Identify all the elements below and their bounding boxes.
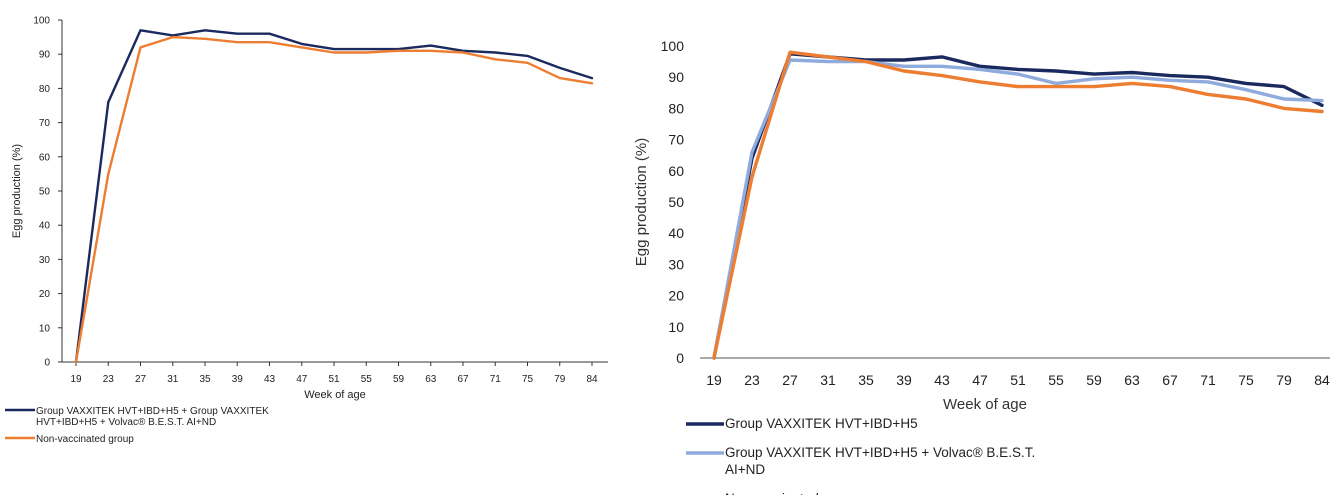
left-x-tick-label: 47	[296, 374, 308, 385]
left-x-tick-label: 55	[361, 374, 373, 385]
right-x-tick-label: 84	[1314, 372, 1330, 388]
right-x-tick-label: 35	[858, 372, 874, 388]
right-x-axis-title: Week of age	[943, 396, 1027, 413]
left-x-tick-label: 23	[103, 374, 115, 385]
right-x-tick-label: 19	[706, 372, 722, 388]
left-x-tick-label: 19	[70, 374, 82, 385]
left-x-tick-label: 79	[554, 374, 566, 385]
right-x-tick-label: 51	[1010, 372, 1026, 388]
left-y-tick-label: 20	[39, 289, 51, 300]
left-series-line-2	[74, 35, 594, 364]
right-legend-label-3: Non-vaccinated group	[725, 491, 857, 495]
left-y-tick-label: 50	[39, 187, 51, 198]
right-x-tick-label: 31	[820, 372, 836, 388]
right-y-tick-label: 100	[661, 38, 685, 54]
right-y-tick-label: 0	[676, 350, 684, 366]
left-x-tick-label: 75	[522, 374, 534, 385]
left-x-tick-label: 63	[425, 374, 437, 385]
right-x-tick-label: 67	[1162, 372, 1178, 388]
chart-right: 0 10 20 30 40 50 60 70 80 90 100 19 23 27 31 35 39 43 47 51…	[633, 38, 1330, 495]
left-x-tick-label: 51	[328, 374, 340, 385]
right-x-tick-label: 71	[1200, 372, 1216, 388]
left-x-tick-label: 71	[490, 374, 502, 385]
left-y-tick-label: 90	[39, 50, 51, 61]
left-y-tick-label: 60	[39, 152, 51, 163]
left-x-tick-label: 31	[167, 374, 179, 385]
left-y-tick-label: 10	[39, 323, 51, 334]
right-legend-label-1: Group VAXXITEK HVT+IBD+H5	[725, 416, 918, 431]
right-legend-label-2: AI+ND	[725, 462, 765, 477]
left-series-line-1	[74, 29, 594, 364]
left-y-tick-label: 30	[39, 255, 51, 266]
right-x-tick-label: 27	[782, 372, 798, 388]
left-x-tick-label: 39	[232, 374, 244, 385]
left-x-tick-label: 59	[393, 374, 405, 385]
left-x-tick-label: 35	[199, 374, 211, 385]
right-y-tick-label: 70	[668, 132, 684, 148]
right-x-tick-label: 63	[1124, 372, 1140, 388]
left-y-axis-title: Egg production (%)	[11, 144, 23, 238]
right-y-axis-title: Egg production (%)	[633, 138, 650, 266]
right-x-tick-label: 23	[744, 372, 760, 388]
left-x-tick-label: 67	[457, 374, 469, 385]
chart-left: 0 10 20 30 40 50 60 70 80 90 100 19 23 27 31 35 39 43 47 51…	[5, 16, 608, 445]
right-y-tick-label: 40	[668, 225, 684, 241]
right-x-tick-label: 39	[896, 372, 912, 388]
left-legend-label-1: Group VAXXITEK HVT+IBD+H5 + Group VAXXIT…	[36, 406, 269, 417]
right-x-tick-label: 79	[1276, 372, 1292, 388]
right-series-line-2	[712, 58, 1324, 360]
left-x-axis-title: Week of age	[304, 389, 366, 401]
right-legend-label-2: Group VAXXITEK HVT+IBD+H5 + Volvac® B.E.…	[725, 445, 1035, 460]
left-legend-label-2: Non-vaccinated group	[36, 434, 134, 445]
left-y-tick-label: 40	[39, 221, 51, 232]
left-legend-label-1: HVT+IBD+H5 + Volvac® B.E.S.T. AI+ND	[36, 417, 216, 428]
left-y-tick-label: 70	[39, 118, 51, 129]
left-x-tick-label: 27	[135, 374, 147, 385]
right-y-tick-label: 50	[668, 194, 684, 210]
right-series-line-1	[712, 52, 1324, 360]
left-y-tick-label: 100	[33, 16, 50, 27]
left-y-tick-label: 80	[39, 84, 51, 95]
left-y-tick-label: 0	[44, 358, 50, 369]
right-x-tick-label: 59	[1086, 372, 1102, 388]
right-x-tick-label: 55	[1048, 372, 1064, 388]
right-x-tick-label: 47	[972, 372, 988, 388]
right-y-tick-label: 60	[668, 163, 684, 179]
right-y-tick-label: 80	[668, 100, 684, 116]
right-series-line-3	[712, 50, 1324, 360]
right-x-tick-label: 75	[1238, 372, 1254, 388]
right-y-tick-label: 90	[668, 69, 684, 85]
left-x-tick-label: 84	[586, 374, 598, 385]
right-y-tick-label: 20	[668, 288, 684, 304]
right-y-tick-label: 10	[668, 319, 684, 335]
right-x-tick-label: 43	[934, 372, 950, 388]
left-x-tick-label: 43	[264, 374, 276, 385]
right-y-tick-label: 30	[668, 256, 684, 272]
